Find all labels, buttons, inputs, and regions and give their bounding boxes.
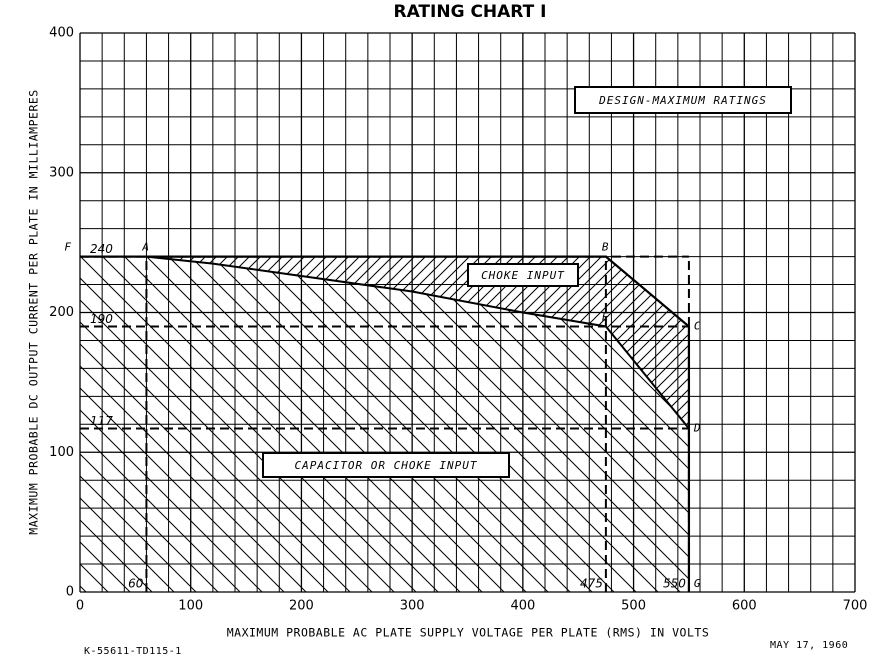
x-tick-label: 300 [400, 599, 425, 614]
x-tick-label: 400 [510, 599, 535, 614]
reference-label: 60 [128, 577, 144, 591]
x-tick-label: 0 [76, 599, 84, 614]
chart-title: RATING CHART I [394, 2, 547, 22]
reference-label: 117 [90, 414, 113, 428]
y-tick-label: 300 [49, 165, 74, 180]
annotation-box [574, 86, 792, 114]
annotation: CAPACITOR OR CHOKE INPUT [295, 459, 478, 472]
y-tick-label: 400 [49, 26, 74, 41]
choke-region [146, 256, 689, 429]
point-label: C [694, 319, 701, 332]
footer-left: K-55611-TD115-1 [84, 646, 182, 657]
x-tick-label: 500 [621, 599, 646, 614]
point-label: A [141, 241, 149, 254]
y-tick-label: 100 [49, 445, 74, 460]
footer-right: MAY 17, 1960 [770, 640, 848, 651]
reference-label: 190 [90, 312, 113, 326]
annotation-box [262, 452, 510, 478]
reference-label: 475 [580, 577, 603, 591]
x-tick-label: 700 [843, 599, 868, 614]
point-label: D [693, 421, 701, 434]
capacitor-region [80, 256, 689, 592]
x-tick-label: 600 [732, 599, 757, 614]
point-label: G [694, 577, 701, 590]
annotation-box [467, 263, 579, 287]
divider-line [146, 255, 690, 430]
y-axis-label: MAXIMUM PROBABLE DC OUTPUT CURRENT PER P… [27, 89, 41, 534]
reference-label: 240 [90, 242, 113, 256]
reference-label: 550 [663, 577, 686, 591]
point-label: F [64, 241, 71, 254]
y-tick-label: 200 [49, 305, 74, 320]
point-label: E [602, 310, 609, 323]
point-label: B [602, 241, 609, 254]
y-tick-label: 0 [66, 585, 74, 600]
x-axis-label: MAXIMUM PROBABLE AC PLATE SUPPLY VOLTAGE… [227, 626, 710, 640]
x-tick-label: 200 [289, 599, 314, 614]
x-tick-label: 100 [178, 599, 203, 614]
annotation: CHOKE INPUT [481, 269, 565, 282]
annotation: DESIGN-MAXIMUM RATINGS [598, 94, 767, 107]
